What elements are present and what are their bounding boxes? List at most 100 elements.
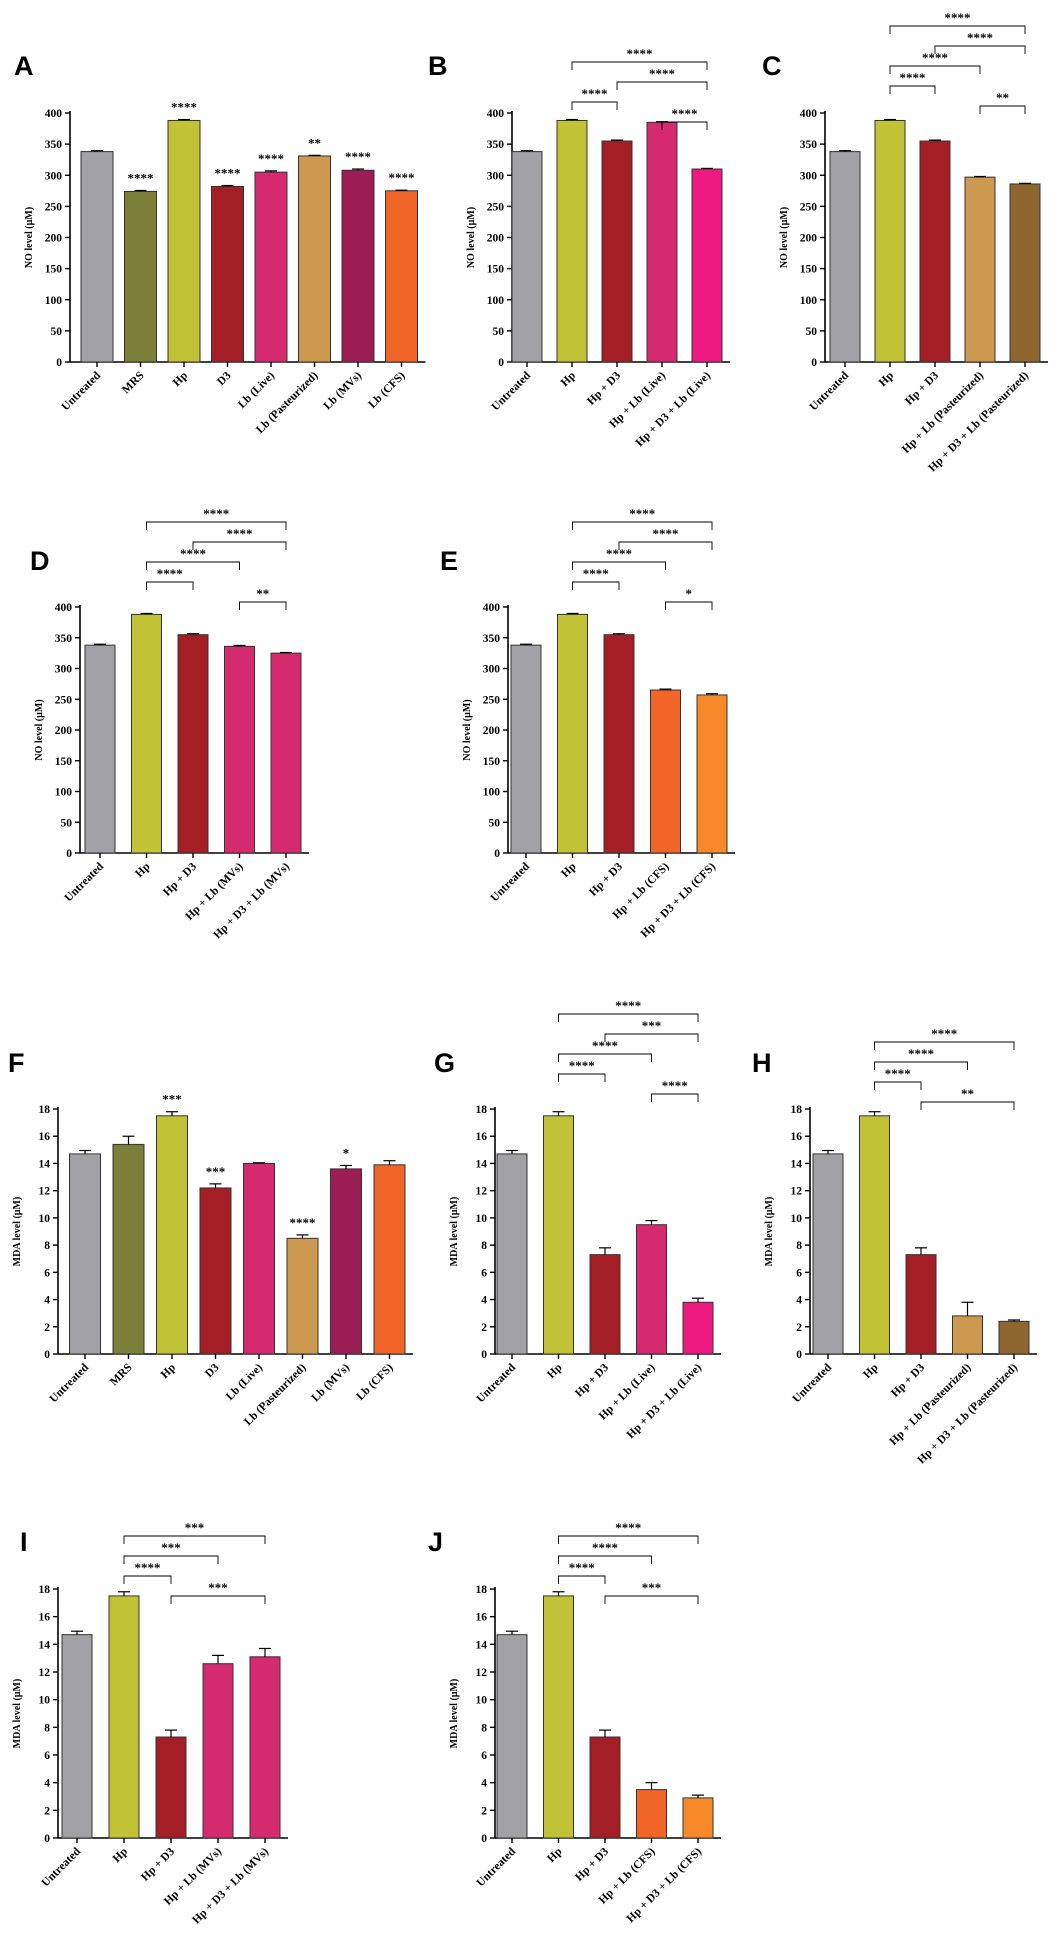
x-tick-label: Untreated [808,369,852,413]
comparison-label: **** [967,30,993,45]
y-tick-label: 200 [483,725,501,737]
panel-g: G MDA level (µM) 0 2 4 6 8 10 12 14 16 18 Untreated H… [434,998,721,1441]
y-tick-label: 50 [806,326,818,338]
comparison-bracket [572,561,666,570]
comparison-label: **** [203,506,229,521]
bar [964,176,996,363]
x-tick-label: Untreated [489,860,533,904]
comparison-bracket [572,521,713,530]
bar [682,1301,714,1355]
bar [202,1663,234,1839]
y-tick-label: 0 [498,357,504,369]
bar [69,1153,101,1355]
y-tick-label: 18 [39,1584,51,1596]
y-tick-label: 10 [791,1213,803,1225]
bar [691,168,723,363]
y-tick-label: 50 [493,326,505,338]
y-axis-label: NO level (µM) [462,699,473,760]
x-tick-label: D3 [203,1361,222,1380]
y-tick-label: 200 [800,233,818,245]
comparison-bracket [618,541,713,550]
comparison-bracket [934,45,1026,54]
x-tick-label: Hp [559,370,578,389]
bar [543,1115,574,1355]
x-tick-label: Lb (CFS) [354,1362,395,1403]
bar [589,1736,621,1839]
x-tick-label: Untreated [60,369,104,413]
comparison-label: **** [672,106,698,121]
x-tick-label: Hp [861,1362,880,1381]
bar [829,151,861,363]
y-tick-label: 16 [476,1612,488,1624]
y-tick-label: 6 [481,1267,487,1279]
y-tick-label: 0 [481,1833,487,1845]
x-tick-label: Lb (MVs) [322,370,365,413]
x-tick-label: Hp + Lb (Pasteurized) [888,1362,974,1448]
y-tick-label: 4 [796,1295,802,1307]
y-tick-label: 100 [487,295,505,307]
bar [286,1237,319,1355]
comparison-bracket [558,1073,606,1082]
bar [270,652,302,854]
y-tick-label: 50 [489,817,501,829]
significance-label: **** [389,170,415,185]
y-tick-label: 2 [44,1805,50,1817]
y-tick-label: 250 [483,694,501,706]
y-tick-label: 350 [800,139,818,151]
y-tick-label: 150 [800,264,818,276]
comparison-bracket [889,85,936,94]
bar [874,119,906,363]
y-tick-label: 2 [481,1322,487,1334]
comparison-label: **** [157,566,183,581]
significance-label: *** [206,1164,226,1179]
y-tick-label: 200 [55,725,73,737]
bar [557,613,588,854]
y-tick-label: 350 [483,633,501,645]
y-tick-label: 14 [476,1158,488,1170]
bar [298,155,331,363]
y-tick-label: 14 [39,1639,51,1651]
y-tick-label: 10 [476,1213,488,1225]
y-tick-label: 50 [51,326,63,338]
comparison-label: **** [908,1046,934,1061]
bar [510,644,542,854]
x-tick-label: Hp + D3 [585,369,623,407]
y-tick-label: 18 [476,1584,488,1596]
x-tick-label: Untreated [791,1361,835,1405]
comparison-label: **** [583,566,609,581]
y-tick-label: 18 [476,1104,488,1116]
bar [696,694,728,854]
comparison-label: *** [161,1540,181,1555]
bar [80,151,114,363]
bar [682,1797,714,1839]
bar [61,1634,93,1839]
y-axis-label: MDA level (µM) [12,1197,23,1267]
panel-e: E NO level (µM) 0 50 100 150 200 250 300 350 400 Un… [440,506,735,940]
y-tick-label: 6 [481,1750,487,1762]
y-tick-label: 6 [44,1267,50,1279]
y-tick-label: 12 [39,1667,51,1679]
comparison-label: **** [569,1058,595,1073]
panel-letter: B [428,51,448,81]
bar [496,1153,528,1355]
significance-label: **** [345,149,371,164]
comparison-label: **** [945,10,971,25]
bar [84,644,116,854]
x-tick-label: Untreated [40,1845,84,1889]
comparison-bracket [571,101,618,110]
y-tick-label: 18 [39,1104,51,1116]
panel-i: I MDA level (µM) 0 2 4 6 8 10 12 14 16 18 Untreated H… [12,1520,288,1926]
bar [243,1162,275,1355]
x-tick-label: Hp [877,370,896,389]
y-tick-label: 150 [483,756,501,768]
y-tick-label: 100 [800,295,818,307]
panel-letter: G [434,1048,455,1078]
x-tick-label: Hp + D3 [573,1361,611,1399]
comparison-bracket [170,1595,266,1604]
panel-d: D NO level (µM) 0 50 100 150 200 250 300 350 400 Un… [30,506,309,941]
bar [167,119,201,363]
y-tick-label: 300 [487,170,505,182]
comparison-label: **** [606,546,632,561]
x-tick-label: Lb (MVs) [310,1362,353,1405]
y-tick-label: 4 [481,1295,487,1307]
